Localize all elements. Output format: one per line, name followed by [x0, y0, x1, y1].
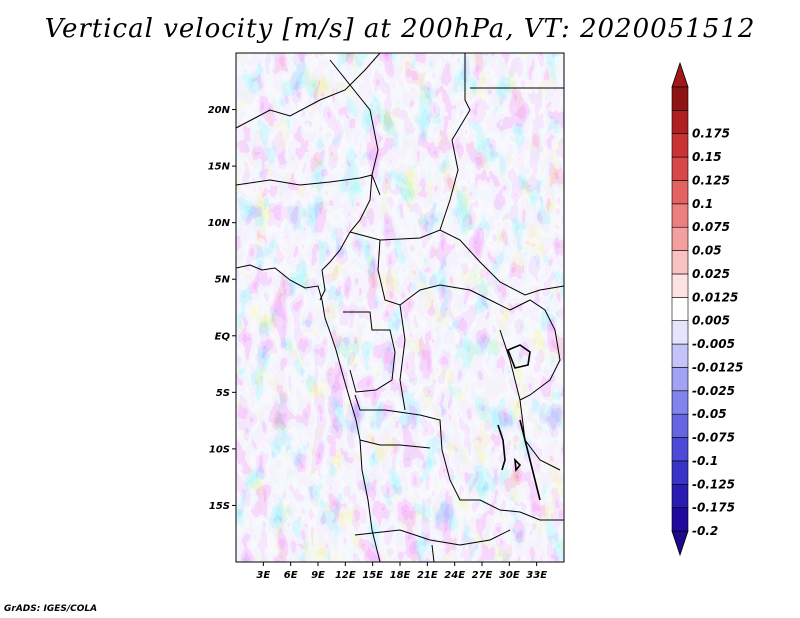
lon-tick-label: 33E — [526, 570, 547, 581]
colorbar-label: 0.05 — [692, 244, 722, 258]
colorbar-label: -0.0125 — [692, 360, 743, 374]
colorbar-bin — [671, 367, 689, 392]
lat-tick-label: 15S — [209, 501, 230, 512]
credit-label: GrADS: IGES/COLA — [4, 604, 98, 614]
colorbar-bin — [671, 507, 689, 532]
colorbar-over-arrow — [671, 61, 689, 88]
colorbar-label: -0.125 — [692, 477, 735, 491]
colorbar-label: 0.175 — [692, 127, 730, 141]
colorbar-bin — [671, 460, 689, 485]
colorbar-bin — [671, 156, 689, 181]
colorbar-bin — [671, 226, 689, 251]
lon-tick-label: 6E — [284, 570, 298, 581]
longitude-axis: 3E 6E 9E 12E 15E 18E 21E 24E 27E 30E 33E — [256, 562, 547, 581]
colorbar-bin — [671, 390, 689, 415]
colorbar-label: 0.125 — [692, 173, 730, 187]
colorbar-label: -0.005 — [692, 337, 735, 351]
colorbar: -0.2 -0.175 -0.125 -0.1 -0.075 -0.05 -0.025 -0.… — [671, 61, 743, 557]
lat-tick-label: 15N — [208, 162, 231, 173]
colorbar-label: -0.025 — [692, 384, 735, 398]
colorbar-bin — [671, 110, 689, 135]
colorbar-label: -0.05 — [692, 407, 727, 421]
colorbar-label: -0.175 — [692, 501, 735, 515]
lon-tick-label: 24E — [444, 570, 465, 581]
colorbar-bin — [671, 273, 689, 298]
colorbar-label: 0.1 — [692, 197, 713, 211]
colorbar-label: 0.15 — [692, 150, 722, 164]
lat-tick-label: 5S — [216, 388, 230, 399]
colorbar-bin — [671, 180, 689, 205]
lon-tick-label: 9E — [311, 570, 325, 581]
lon-tick-label: 3E — [256, 570, 270, 581]
colorbar-bin — [671, 133, 689, 158]
colorbar-bin — [671, 343, 689, 368]
lon-tick-label: 12E — [335, 570, 356, 581]
lon-tick-label: 27E — [472, 570, 493, 581]
colorbar-label: 0.005 — [692, 314, 730, 328]
colorbar-bin — [671, 250, 689, 275]
colorbar-bin — [671, 297, 689, 321]
colorbar-under-arrow — [671, 530, 689, 557]
colorbar-label: 0.025 — [692, 267, 730, 281]
colorbar-label: -0.1 — [692, 454, 718, 468]
lat-tick-label: 5N — [215, 275, 231, 286]
lat-tick-label: 10S — [209, 444, 230, 455]
map-title: Vertical velocity [m/s] at 200hPa, VT: 2… — [44, 14, 756, 44]
lon-tick-label: 21E — [417, 570, 438, 581]
lakes — [497, 344, 541, 501]
colorbar-bin — [671, 86, 689, 111]
colorbar-bin — [671, 483, 689, 508]
colorbar-label: -0.075 — [692, 431, 735, 445]
latitude-axis: 20N 15N 10N 5N EQ 5S 10S 15S — [208, 105, 236, 512]
lat-tick-label: 10N — [208, 218, 231, 229]
lat-tick-label: 20N — [208, 105, 231, 116]
lon-tick-label: 30E — [499, 570, 520, 581]
lat-tick-label: EQ — [215, 331, 231, 342]
colorbar-bin — [671, 413, 689, 438]
colorbar-bin — [671, 203, 689, 228]
lon-tick-label: 18E — [390, 570, 411, 581]
colorbar-label: -0.2 — [692, 524, 718, 538]
colorbar-label: 0.075 — [692, 220, 730, 234]
colorbar-bin — [671, 320, 689, 345]
country-borders — [236, 53, 564, 562]
colorbar-label: 0.0125 — [692, 290, 738, 304]
colorbar-bin — [671, 437, 689, 462]
lon-tick-label: 15E — [362, 570, 383, 581]
